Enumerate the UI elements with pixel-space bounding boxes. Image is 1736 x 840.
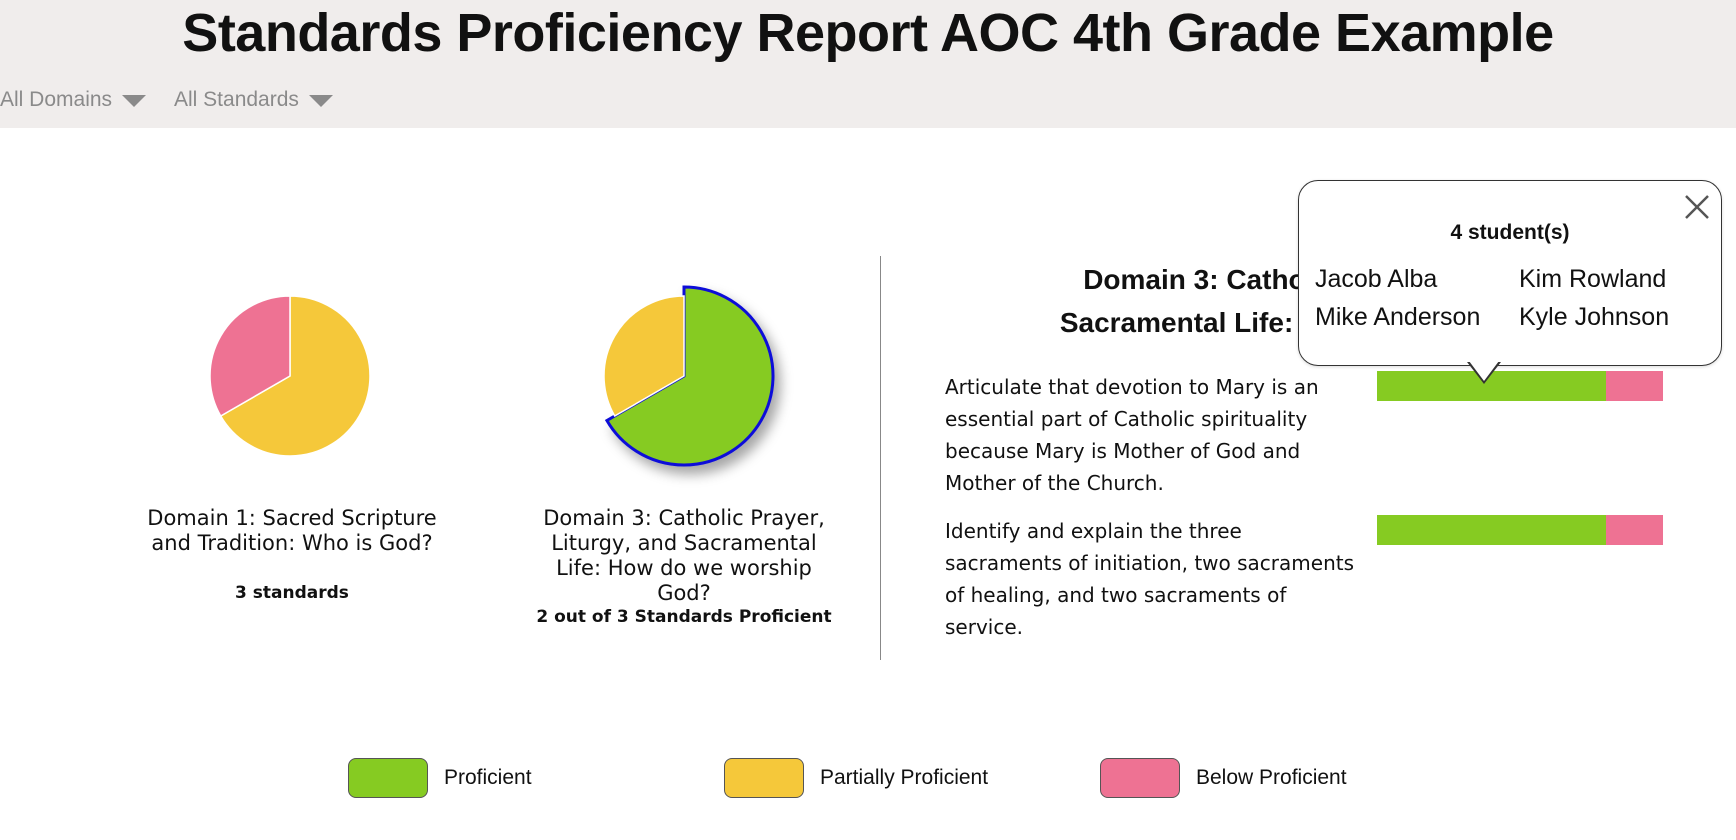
bar-segment-below-proficient[interactable]	[1605, 515, 1663, 545]
domain-1-pie-subtitle: 3 standards	[235, 583, 349, 603]
student-name[interactable]: Mike Anderson	[1315, 303, 1481, 331]
domain-1-pie-chart[interactable]	[170, 256, 410, 496]
legend-label-partially-proficient: Partially Proficient	[820, 766, 989, 789]
close-icon[interactable]	[1677, 187, 1717, 227]
student-name[interactable]: Kyle Johnson	[1519, 303, 1670, 331]
pie-slice-partially-proficient[interactable]	[603, 295, 685, 418]
standards-filter-label: All Standards	[174, 88, 299, 111]
students-popup: 4 student(s) Jacob Alba Kim Rowland Mike…	[1298, 180, 1722, 384]
standard-2-text: Identify and explain the three sacrament…	[945, 519, 1355, 639]
legend-label-proficient: Proficient	[444, 766, 532, 789]
domain-3-pie-chart[interactable]	[564, 256, 804, 496]
pie-slice-partially-proficient[interactable]	[219, 295, 371, 457]
section-divider	[880, 256, 881, 660]
detail-title-line-1: Domain 3: Catholic	[1083, 264, 1337, 295]
domain-filter-label: All Domains	[0, 88, 113, 111]
domain-3-pie-title: Domain 3: Catholic Prayer, Liturgy, and …	[543, 506, 825, 605]
popup-student-count: 4 student(s)	[1450, 221, 1570, 244]
page-title: Standards Proficiency Report AOC 4th Gra…	[182, 3, 1554, 63]
legend-swatch-partially-proficient	[724, 758, 804, 798]
popup-pointer-fill	[1469, 361, 1499, 381]
domain-3-pie-svg[interactable]	[564, 256, 804, 496]
student-name[interactable]: Jacob Alba	[1315, 265, 1438, 293]
legend-label-below-proficient: Below Proficient	[1196, 766, 1347, 789]
standard-2-proficiency-bar[interactable]	[1377, 515, 1663, 545]
domain-1-pie-title: Domain 1: Sacred Scripture and Tradition…	[147, 506, 437, 555]
pie-slice-below-proficient[interactable]	[209, 295, 291, 418]
legend-swatch-proficient	[348, 758, 428, 798]
standards-filter-dropdown[interactable]: All Standards	[174, 88, 333, 112]
domain-3-pie-subtitle: 2 out of 3 Standards Proficient	[536, 607, 832, 627]
caret-down-icon	[122, 95, 147, 107]
report-header: Standards Proficiency Report AOC 4th Gra…	[0, 0, 1736, 128]
domain-1-pie-svg[interactable]	[170, 256, 410, 496]
standard-1-proficiency-bar[interactable]	[1377, 371, 1663, 401]
domain-filter-dropdown[interactable]: All Domains	[0, 88, 147, 112]
student-name[interactable]: Kim Rowland	[1519, 265, 1667, 293]
legend-swatch-below-proficient	[1100, 758, 1180, 798]
standard-1-text: Articulate that devotion to Mary is an e…	[945, 375, 1319, 495]
pie-slice-proficient[interactable]	[604, 285, 775, 467]
bar-segment-proficient[interactable]	[1377, 515, 1606, 545]
bar-segment-below-proficient[interactable]	[1605, 371, 1663, 401]
caret-down-icon	[308, 95, 333, 107]
